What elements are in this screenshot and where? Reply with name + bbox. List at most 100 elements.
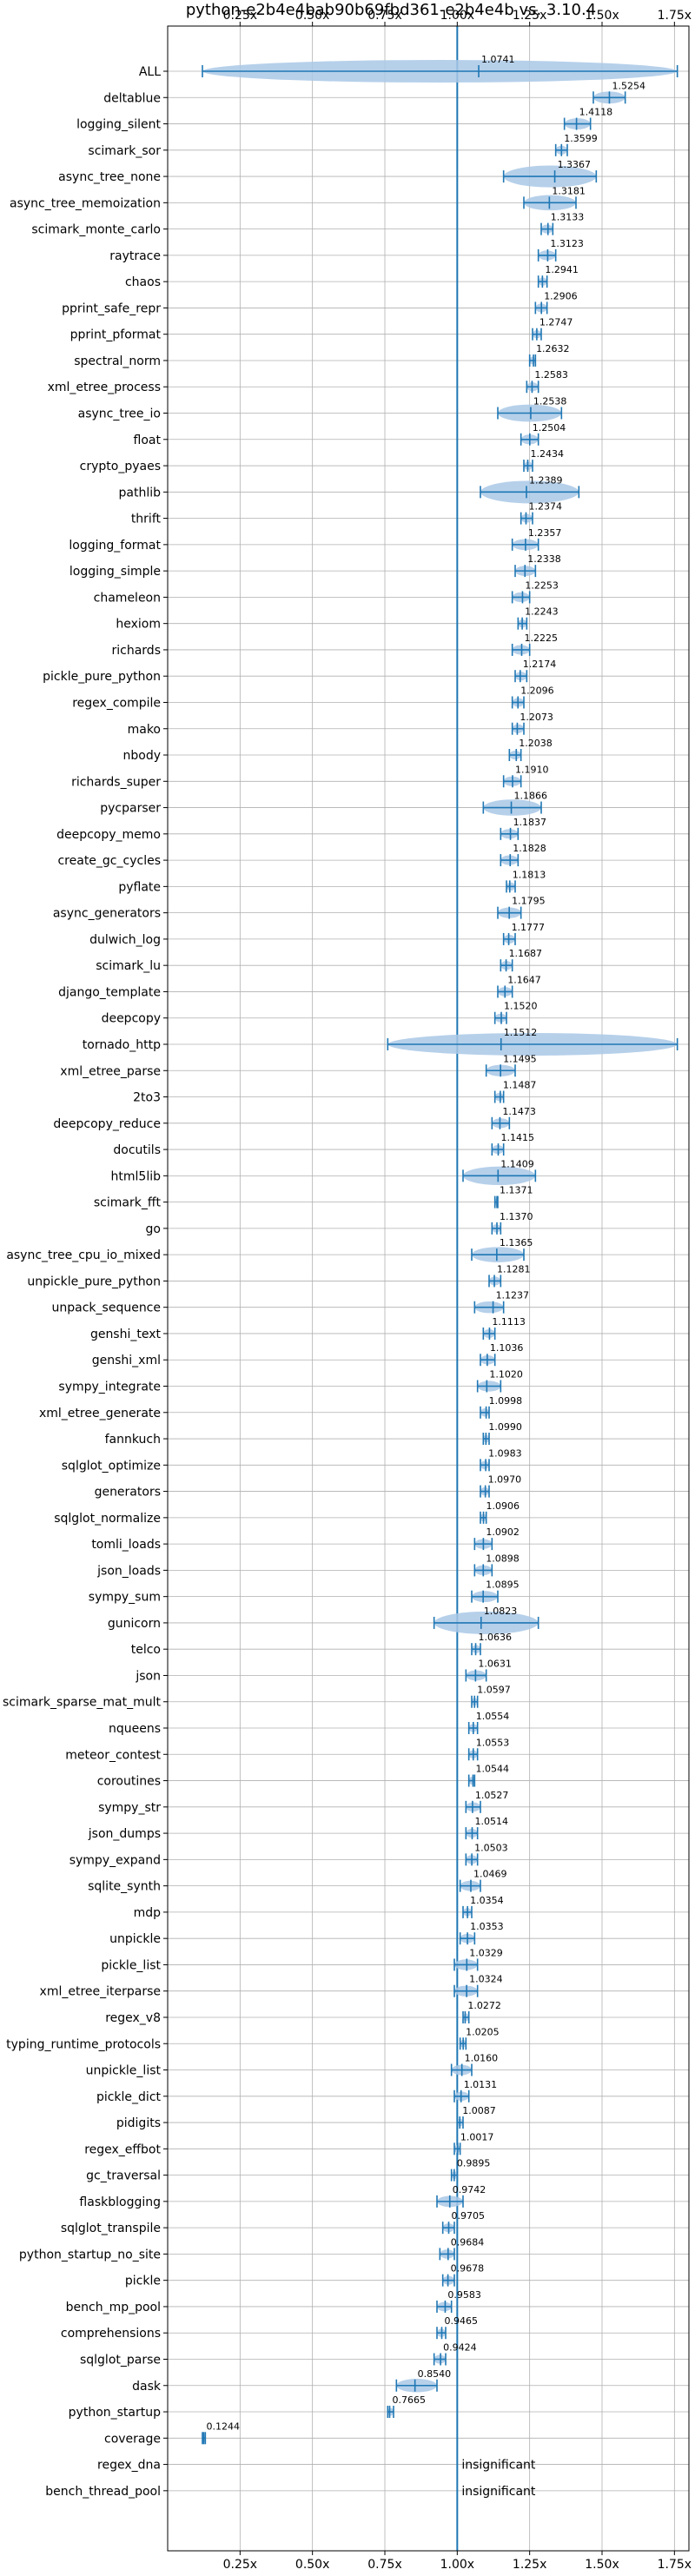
value-label: 1.0160 (465, 2053, 499, 2064)
category-label: docutils (113, 1143, 161, 1157)
category-label: async_tree_cpu_io_mixed (6, 1248, 161, 1262)
x-tick-label-bottom: 0.75x (367, 2558, 401, 2572)
value-label: 1.3599 (564, 133, 598, 144)
value-label: 1.1777 (512, 922, 546, 933)
category-label: json_dumps (88, 1827, 161, 1841)
x-tick-label-top: 0.75x (367, 9, 401, 23)
category-label: sqlite_synth (88, 1880, 161, 1894)
value-label: 1.3367 (558, 159, 592, 170)
category-label: generators (95, 1486, 161, 1500)
value-label: 1.1866 (514, 791, 548, 802)
category-label: chaos (125, 275, 161, 289)
category-label: bench_mp_pool (66, 2301, 161, 2314)
value-label: 1.0205 (466, 2026, 500, 2037)
value-label: 1.2941 (545, 264, 579, 275)
category-label: coverage (104, 2432, 161, 2446)
category-label: pidigits (116, 2116, 161, 2130)
value-label: 1.0553 (476, 1737, 510, 1748)
category-label: html5lib (111, 1169, 162, 1183)
category-label: sympy_expand (70, 1853, 161, 1867)
category-label: 2to3 (133, 1091, 161, 1105)
category-label: pickle_list (101, 1958, 161, 1972)
category-label: deepcopy (102, 1012, 161, 1026)
value-label: 0.9705 (452, 2210, 486, 2222)
category-label: regex_v8 (105, 2011, 161, 2025)
category-label: python_startup (69, 2406, 161, 2420)
grid-lines (163, 22, 689, 2555)
category-label: unpack_sequence (52, 1301, 161, 1315)
x-tick-label-bottom: 1.00x (440, 2558, 474, 2572)
category-label: raytrace (109, 249, 161, 263)
category-label: richards_super (71, 775, 161, 789)
category-label: pickle_pure_python (43, 670, 161, 684)
category-label: sqlglot_parse (80, 2353, 161, 2367)
category-label: regex_effbot (84, 2142, 161, 2156)
category-label: dask (132, 2380, 162, 2394)
category-label: go (146, 1222, 161, 1236)
value-label: 1.1520 (504, 1001, 538, 1012)
category-label: telco (131, 1643, 161, 1657)
x-tick-label-bottom: 1.75x (658, 2558, 692, 2572)
category-label: tomli_loads (91, 1538, 161, 1552)
x-tick-label-top: 0.25x (223, 9, 257, 23)
category-label: sqlglot_transpile (61, 2222, 161, 2235)
category-label: nbody (123, 749, 162, 763)
value-label: 1.0324 (469, 1974, 503, 1985)
value-label: 1.1687 (509, 948, 543, 959)
value-label: 1.2174 (523, 659, 557, 670)
value-label: 0.9678 (451, 2263, 485, 2275)
insignificant-label: insignificant (461, 2485, 536, 2499)
category-label: flaskblogging (79, 2195, 161, 2209)
value-label: 1.1647 (507, 974, 541, 985)
category-label: async_tree_memoization (10, 196, 161, 210)
value-label: 1.1113 (492, 1316, 526, 1328)
category-label: float (134, 434, 162, 447)
value-label: 1.2374 (528, 501, 562, 513)
category-label: pprint_pformat (70, 328, 162, 342)
value-label: 1.1473 (502, 1106, 536, 1117)
value-label: 1.1487 (503, 1080, 537, 1091)
value-label: 1.2434 (530, 448, 564, 460)
value-label: 1.1795 (512, 896, 546, 907)
value-label: 0.7665 (393, 2394, 427, 2406)
category-label: genshi_xml (92, 1354, 161, 1367)
category-label: deltablue (103, 91, 161, 105)
category-label: deepcopy_memo (56, 828, 161, 842)
value-label: 1.0469 (473, 1869, 507, 1880)
value-label: 1.0597 (477, 1685, 511, 1696)
value-label: 1.0017 (460, 2131, 494, 2142)
category-label: bench_thread_pool (45, 2485, 161, 2499)
value-label: 1.2747 (539, 317, 573, 328)
category-label: pathlib (119, 486, 162, 500)
value-label: 1.0906 (486, 1500, 520, 1512)
category-label: logging_silent (76, 118, 161, 132)
value-label: 1.2225 (525, 632, 559, 644)
category-label: chameleon (94, 591, 161, 605)
value-label: 1.5254 (612, 80, 645, 91)
category-label: tornado_http (83, 1038, 161, 1052)
category-label: pyflate (118, 880, 161, 894)
value-label: 1.0087 (462, 2105, 496, 2116)
value-label: 1.0131 (464, 2079, 498, 2090)
category-label: fannkuch (105, 1433, 161, 1447)
value-label: 1.1409 (500, 1158, 534, 1169)
value-label: 1.1237 (496, 1290, 530, 1301)
value-label: 1.2338 (527, 553, 561, 565)
category-label: xml_etree_iterparse (40, 1985, 161, 1999)
value-label: 1.0823 (484, 1606, 518, 1617)
value-label: 1.0970 (488, 1474, 522, 1486)
category-label: genshi_text (90, 1328, 162, 1341)
value-label: 0.9424 (443, 2341, 476, 2353)
value-label: 0.9742 (453, 2184, 486, 2195)
plot-marks (202, 26, 678, 2551)
category-label: ALL (139, 65, 161, 79)
value-label: 0.1244 (206, 2420, 240, 2432)
category-label: unpickle (109, 1932, 161, 1946)
category-label: pycparser (100, 802, 161, 816)
category-label: pprint_safe_repr (62, 301, 161, 315)
category-label: scimark_sor (88, 144, 161, 158)
value-label: 0.8540 (418, 2368, 451, 2380)
x-tick-label-bottom: 1.25x (513, 2558, 546, 2572)
x-tick-label-bottom: 0.25x (223, 2558, 257, 2572)
value-label: 0.9465 (445, 2315, 479, 2327)
